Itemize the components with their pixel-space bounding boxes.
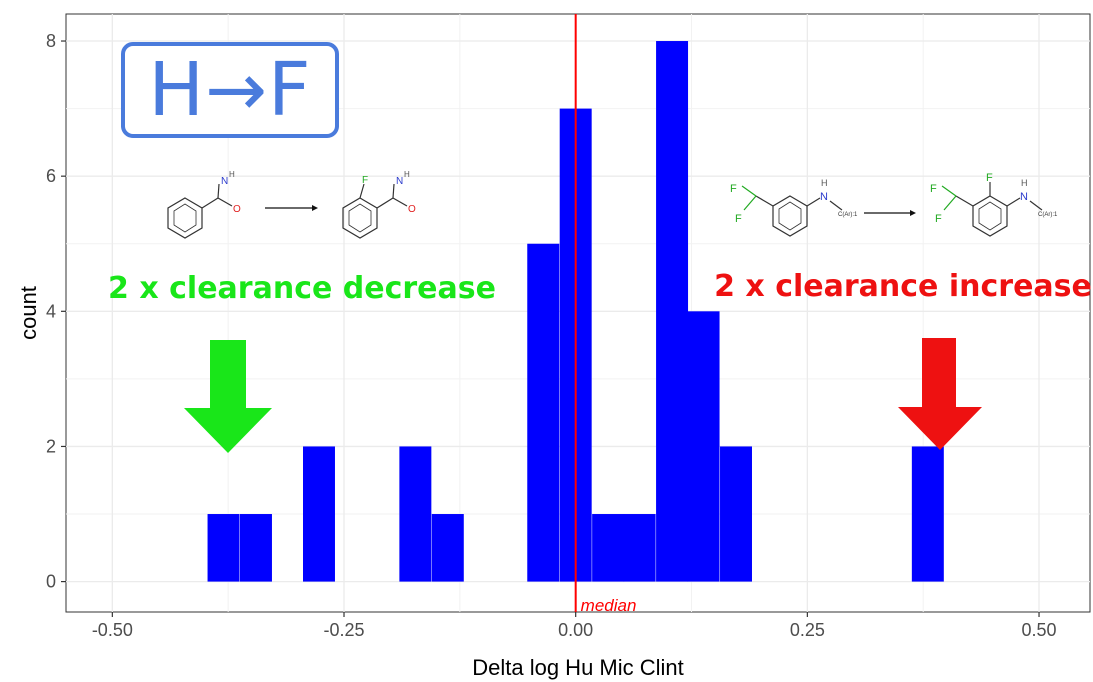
- atom-h-label: H: [821, 178, 828, 188]
- molecule-benzamide: N H O: [167, 170, 241, 239]
- clearance-decrease-label: 2 x clearance decrease: [108, 271, 496, 306]
- histogram-bar: [399, 446, 432, 582]
- molecule-aniline-cf3: F F N H C(Ar):1: [730, 178, 858, 237]
- reaction-arrowhead-icon: [312, 205, 318, 211]
- histogram-bar: [527, 243, 560, 582]
- molecule-fluorobenzamide: F N H O: [342, 170, 416, 239]
- reaction-arrowhead-icon: [910, 210, 916, 216]
- x-axis-title: Delta log Hu Mic Clint: [472, 655, 684, 680]
- histogram-bars: [207, 41, 944, 582]
- histogram-bar: [656, 41, 689, 582]
- clearance-increase-label: 2 x clearance increase: [714, 269, 1092, 304]
- histogram-bar: [207, 514, 240, 582]
- histogram-bar: [687, 311, 720, 582]
- atom-n-label: N: [1020, 191, 1028, 203]
- histogram-bar: [431, 514, 464, 582]
- histogram-bar: [239, 514, 272, 582]
- y-tick-label: 0: [46, 572, 56, 592]
- histogram-bar: [592, 514, 625, 582]
- atom-f-label: F: [362, 175, 368, 186]
- r-group-label: C(Ar):1: [1038, 212, 1058, 218]
- atom-o-label: O: [233, 204, 241, 215]
- atom-n-label: N: [221, 176, 228, 187]
- red-down-arrow-icon: [898, 338, 982, 450]
- median-label: median: [581, 596, 637, 615]
- atom-f-label: F: [735, 213, 742, 225]
- molecule-fluoroaniline-cf3: F F F N H C(Ar):1: [930, 172, 1058, 237]
- h-to-f-title-box: H→F: [121, 42, 339, 138]
- histogram-bar: [303, 446, 335, 582]
- y-tick-label: 6: [46, 166, 56, 186]
- atom-h-label: H: [229, 170, 235, 179]
- y-axis: 0 2 4 6 8: [46, 31, 66, 592]
- x-tick-label: -0.50: [92, 620, 133, 640]
- h-to-f-title: H→F: [148, 47, 312, 133]
- atom-n-label: N: [396, 176, 403, 187]
- green-down-arrow-icon: [184, 340, 272, 453]
- atom-h-label: H: [404, 170, 410, 179]
- atom-f-label: F: [986, 172, 993, 184]
- atom-f-label: F: [930, 183, 937, 195]
- atom-o-label: O: [408, 204, 416, 215]
- x-tick-label: 0.50: [1022, 620, 1057, 640]
- atom-f-label: F: [935, 213, 942, 225]
- histogram-bar: [911, 446, 944, 582]
- y-axis-title: count: [16, 286, 41, 340]
- x-tick-label: -0.25: [323, 620, 364, 640]
- atom-f-label: F: [730, 183, 737, 195]
- r-group-label: C(Ar):1: [838, 212, 858, 218]
- atom-h-label: H: [1021, 178, 1028, 188]
- histogram-bar: [623, 514, 656, 582]
- x-tick-label: 0.00: [558, 620, 593, 640]
- x-tick-label: 0.25: [790, 620, 825, 640]
- x-axis: -0.50 -0.25 0.00 0.25 0.50: [92, 612, 1057, 640]
- histogram-bar: [720, 446, 752, 582]
- y-tick-label: 4: [46, 301, 56, 321]
- atom-n-label: N: [820, 191, 828, 203]
- y-tick-label: 8: [46, 31, 56, 51]
- y-tick-label: 2: [46, 436, 56, 456]
